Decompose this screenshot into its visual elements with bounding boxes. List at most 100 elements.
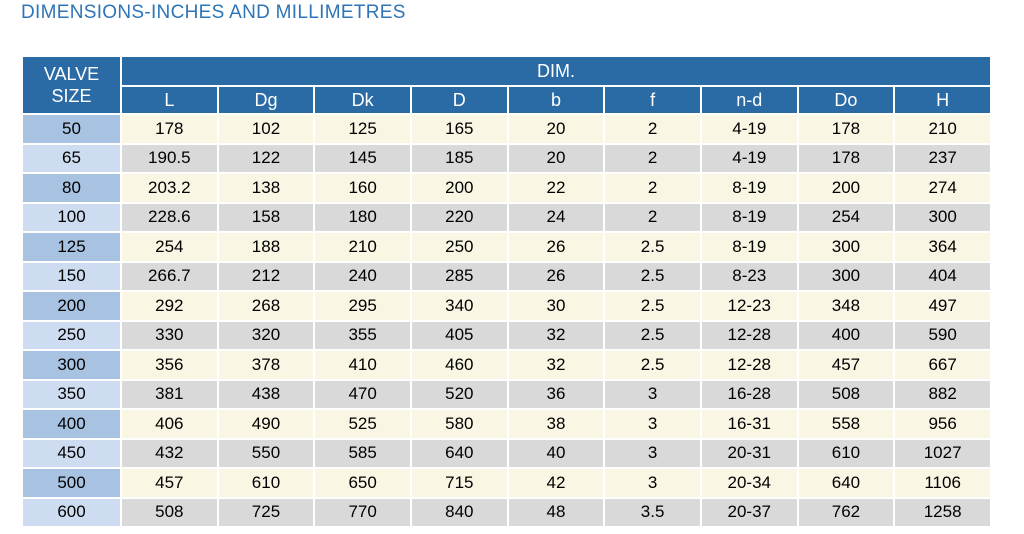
value-cell: 2.5 — [603, 290, 702, 322]
value-cell: 210 — [313, 231, 412, 263]
column-header-Do: Do — [796, 85, 896, 115]
value-cell: 508 — [796, 378, 896, 410]
value-cell: 240 — [313, 260, 412, 292]
value-cell: 203.2 — [120, 172, 219, 204]
value-cell: 160 — [313, 172, 412, 204]
table-row: 200 292 268 295 340 30 2.5 12-23 348 497 — [21, 290, 992, 322]
value-cell: 406 — [120, 408, 219, 440]
value-cell: 650 — [313, 467, 412, 499]
valve-size-cell: 450 — [21, 437, 122, 469]
value-cell: 158 — [216, 201, 316, 233]
value-cell: 2.5 — [603, 260, 702, 292]
value-cell: 20 — [506, 113, 606, 145]
value-cell: 8-19 — [699, 201, 799, 233]
value-cell: 48 — [506, 496, 606, 528]
value-cell: 2.5 — [603, 319, 702, 351]
valve-size-cell: 500 — [21, 467, 122, 499]
value-cell: 20-31 — [699, 437, 799, 469]
value-cell: 4-19 — [699, 113, 799, 145]
column-header-H: H — [893, 85, 992, 115]
value-cell: 16-28 — [699, 378, 799, 410]
table-row: 65 190.5 122 145 185 20 2 4-19 178 237 — [21, 142, 992, 174]
value-cell: 26 — [506, 260, 606, 292]
value-cell: 2 — [603, 201, 702, 233]
value-cell: 840 — [409, 496, 509, 528]
value-cell: 20-34 — [699, 467, 799, 499]
value-cell: 400 — [796, 319, 896, 351]
value-cell: 32 — [506, 319, 606, 351]
valve-size-cell: 65 — [21, 142, 122, 174]
column-header-n-d: n-d — [699, 85, 799, 115]
value-cell: 300 — [796, 260, 896, 292]
value-cell: 2 — [603, 142, 702, 174]
value-cell: 405 — [409, 319, 509, 351]
value-cell: 220 — [409, 201, 509, 233]
value-cell: 188 — [216, 231, 316, 263]
value-cell: 190.5 — [120, 142, 219, 174]
value-cell: 4-19 — [699, 142, 799, 174]
value-cell: 610 — [796, 437, 896, 469]
table-row: 500 457 610 650 715 42 3 20-34 640 1106 — [21, 467, 992, 499]
value-cell: 125 — [313, 113, 412, 145]
value-cell: 590 — [893, 319, 992, 351]
value-cell: 340 — [409, 290, 509, 322]
value-cell: 356 — [120, 349, 219, 381]
value-cell: 26 — [506, 231, 606, 263]
value-cell: 16-31 — [699, 408, 799, 440]
value-cell: 882 — [893, 378, 992, 410]
value-cell: 378 — [216, 349, 316, 381]
value-cell: 8-19 — [699, 172, 799, 204]
value-cell: 497 — [893, 290, 992, 322]
value-cell: 438 — [216, 378, 316, 410]
value-cell: 520 — [409, 378, 509, 410]
value-cell: 254 — [796, 201, 896, 233]
value-cell: 185 — [409, 142, 509, 174]
value-cell: 640 — [409, 437, 509, 469]
value-cell: 550 — [216, 437, 316, 469]
table-row: 600 508 725 770 840 48 3.5 20-37 762 1258 — [21, 496, 992, 528]
valve-size-cell: 200 — [21, 290, 122, 322]
page-title: DIMENSIONS-INCHES AND MILLIMETRES — [21, 2, 406, 23]
value-cell: 20-37 — [699, 496, 799, 528]
column-header-Dk: Dk — [313, 85, 412, 115]
value-cell: 22 — [506, 172, 606, 204]
valve-size-cell: 300 — [21, 349, 122, 381]
value-cell: 715 — [409, 467, 509, 499]
valve-size-cell: 400 — [21, 408, 122, 440]
table-row: 350 381 438 470 520 36 3 16-28 508 882 — [21, 378, 992, 410]
group-header-row: VALVE SIZE DIM. — [21, 55, 992, 115]
column-header-L: L — [120, 85, 219, 115]
table-row: 300 356 378 410 460 32 2.5 12-28 457 667 — [21, 349, 992, 381]
valve-size-header: VALVE SIZE — [21, 55, 122, 115]
value-cell: 3 — [603, 437, 702, 469]
value-cell: 457 — [796, 349, 896, 381]
value-cell: 178 — [120, 113, 219, 145]
value-cell: 1106 — [893, 467, 992, 499]
value-cell: 2 — [603, 172, 702, 204]
dim-group-header: DIM. — [120, 55, 992, 87]
value-cell: 2 — [603, 113, 702, 145]
valve-size-cell: 50 — [21, 113, 122, 145]
value-cell: 210 — [893, 113, 992, 145]
value-cell: 355 — [313, 319, 412, 351]
value-cell: 12-28 — [699, 319, 799, 351]
table-row: 150 266.7 212 240 285 26 2.5 8-23 300 404 — [21, 260, 992, 292]
value-cell: 32 — [506, 349, 606, 381]
value-cell: 268 — [216, 290, 316, 322]
value-cell: 20 — [506, 142, 606, 174]
value-cell: 508 — [120, 496, 219, 528]
table-row: 250 330 320 355 405 32 2.5 12-28 400 590 — [21, 319, 992, 351]
table-row: 400 406 490 525 580 38 3 16-31 558 956 — [21, 408, 992, 440]
value-cell: 457 — [120, 467, 219, 499]
value-cell: 762 — [796, 496, 896, 528]
value-cell: 640 — [796, 467, 896, 499]
value-cell: 178 — [796, 142, 896, 174]
value-cell: 404 — [893, 260, 992, 292]
valve-size-cell: 80 — [21, 172, 122, 204]
value-cell: 36 — [506, 378, 606, 410]
column-header-D: D — [409, 85, 509, 115]
value-cell: 237 — [893, 142, 992, 174]
value-cell: 122 — [216, 142, 316, 174]
value-cell: 292 — [120, 290, 219, 322]
